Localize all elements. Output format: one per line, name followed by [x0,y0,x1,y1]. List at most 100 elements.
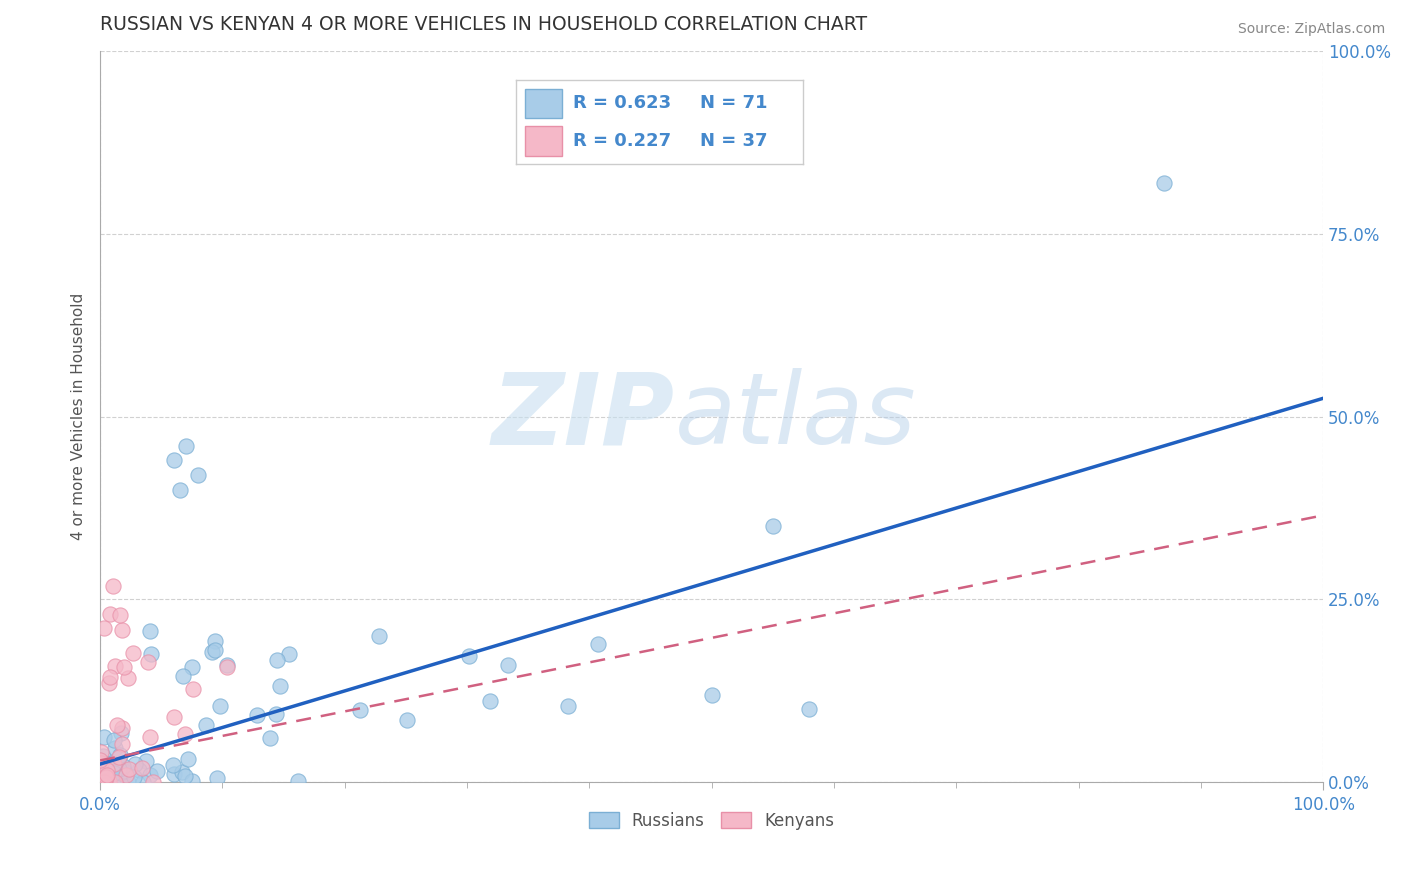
Point [124,756,146,771]
Point [162,758,184,772]
Point [187,468,209,483]
Point [170,764,193,779]
Point [479,694,502,708]
Point [264,706,287,721]
Point [103,732,125,747]
Point [586,637,609,651]
Point [246,707,269,722]
Point [117,775,139,789]
Point [162,767,184,781]
Point [91,748,114,763]
Legend: Russians, Kenyans: Russians, Kenyans [582,805,841,836]
Point [97,757,120,772]
Point [104,658,127,673]
Point [110,766,132,780]
Point [122,646,145,660]
Point [217,660,239,674]
Point [98,774,121,789]
Point [174,439,197,453]
Point [107,761,129,775]
Y-axis label: 4 or more Vehicles in Household: 4 or more Vehicles in Household [72,293,86,541]
Point [131,774,153,789]
Point [204,643,226,657]
Point [180,773,202,788]
Point [103,579,125,593]
Point [103,766,125,780]
Point [205,771,228,785]
Point [180,660,202,674]
Point [96,767,118,781]
Point [96,764,118,778]
Point [215,658,238,673]
Point [93,771,115,785]
Point [114,768,136,782]
Point [138,730,160,744]
Point [349,703,371,717]
Point [107,770,129,784]
Point [110,726,132,740]
Point [98,768,121,782]
Text: atlas: atlas [675,368,917,465]
Point [496,657,519,672]
Point [177,752,200,766]
Point [139,624,162,639]
Point [557,699,579,714]
Point [89,753,111,767]
Point [96,772,118,786]
Point [90,767,112,781]
Point [700,688,723,702]
Point [103,757,125,772]
Point [90,745,112,759]
Point [108,607,131,622]
Point [142,774,165,789]
Text: ZIP: ZIP [492,368,675,465]
Point [395,714,418,728]
Point [762,519,785,533]
Point [174,769,197,783]
Point [128,763,150,777]
Point [100,756,122,770]
Point [131,761,153,775]
Point [111,738,134,752]
Point [91,760,114,774]
Point [208,698,231,713]
Point [173,727,195,741]
Text: Source: ZipAtlas.com: Source: ZipAtlas.com [1237,22,1385,37]
Point [139,767,162,781]
Point [98,670,121,684]
Point [112,766,135,780]
Point [93,775,115,789]
Point [114,764,136,779]
Point [91,772,114,787]
Point [1153,176,1175,190]
Point [96,770,118,784]
Point [135,754,157,768]
Point [96,768,118,782]
Point [201,644,224,658]
Point [122,770,145,784]
Point [110,769,132,783]
Point [93,730,115,744]
Point [259,731,281,745]
Point [112,659,135,673]
Point [163,709,186,723]
Point [104,775,127,789]
Text: RUSSIAN VS KENYAN 4 OR MORE VEHICLES IN HOUSEHOLD CORRELATION CHART: RUSSIAN VS KENYAN 4 OR MORE VEHICLES IN … [100,15,868,34]
Point [204,634,226,648]
Point [172,669,194,683]
Point [799,702,821,716]
Point [108,747,131,762]
Point [93,621,115,635]
Point [287,774,309,789]
Point [278,647,301,661]
Point [269,679,291,693]
Point [104,740,127,755]
Point [266,653,288,667]
Point [194,718,217,732]
Point [98,607,121,622]
Point [90,756,112,770]
Point [136,655,159,669]
Point [111,758,134,772]
Point [458,649,481,664]
Point [117,672,139,686]
